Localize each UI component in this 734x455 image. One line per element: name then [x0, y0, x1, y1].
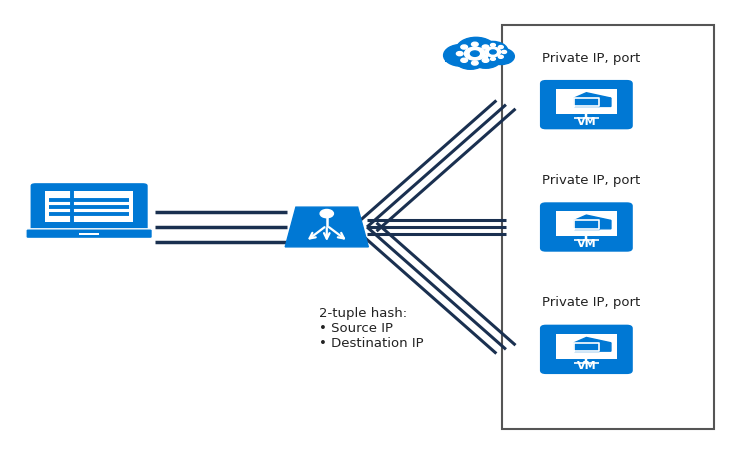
FancyBboxPatch shape	[29, 183, 149, 234]
FancyBboxPatch shape	[556, 334, 617, 359]
Circle shape	[320, 210, 333, 218]
Circle shape	[479, 51, 484, 54]
FancyBboxPatch shape	[445, 56, 505, 63]
FancyBboxPatch shape	[26, 229, 153, 239]
Circle shape	[461, 59, 468, 63]
Circle shape	[498, 56, 504, 59]
Text: Private IP, port: Private IP, port	[542, 296, 641, 308]
Polygon shape	[574, 338, 611, 349]
Polygon shape	[574, 99, 599, 107]
Circle shape	[498, 46, 504, 50]
Circle shape	[470, 50, 501, 69]
Text: Private IP, port: Private IP, port	[542, 173, 641, 187]
Polygon shape	[574, 216, 611, 226]
Circle shape	[443, 46, 479, 67]
Circle shape	[483, 56, 487, 59]
Circle shape	[477, 42, 508, 61]
Text: Private IP, port: Private IP, port	[542, 51, 641, 65]
Circle shape	[490, 58, 495, 61]
Polygon shape	[574, 221, 599, 229]
Circle shape	[482, 59, 489, 63]
FancyBboxPatch shape	[502, 26, 714, 429]
Circle shape	[490, 45, 495, 47]
FancyBboxPatch shape	[540, 325, 633, 374]
Circle shape	[457, 38, 495, 63]
Circle shape	[483, 46, 487, 50]
Polygon shape	[599, 221, 611, 229]
FancyBboxPatch shape	[45, 192, 133, 222]
Text: VM: VM	[576, 238, 596, 248]
FancyBboxPatch shape	[556, 90, 617, 115]
Polygon shape	[574, 343, 599, 351]
Circle shape	[490, 51, 496, 55]
Polygon shape	[599, 99, 611, 107]
Circle shape	[455, 51, 486, 70]
Circle shape	[461, 46, 468, 50]
Text: 2-tuple hash:
• Source IP
• Destination IP: 2-tuple hash: • Source IP • Destination …	[319, 307, 424, 349]
Circle shape	[465, 48, 485, 61]
Text: VM: VM	[576, 360, 596, 370]
Circle shape	[501, 51, 506, 54]
Text: VM: VM	[576, 116, 596, 126]
FancyBboxPatch shape	[79, 233, 99, 236]
Circle shape	[485, 48, 501, 58]
Circle shape	[471, 43, 478, 47]
Circle shape	[482, 46, 489, 50]
Circle shape	[487, 52, 493, 56]
Circle shape	[471, 62, 478, 66]
Circle shape	[470, 52, 479, 57]
Circle shape	[457, 52, 463, 56]
Polygon shape	[286, 207, 368, 248]
FancyBboxPatch shape	[540, 81, 633, 130]
FancyBboxPatch shape	[540, 203, 633, 252]
FancyBboxPatch shape	[556, 212, 617, 237]
Circle shape	[488, 49, 515, 66]
Polygon shape	[599, 343, 611, 351]
Polygon shape	[574, 94, 611, 104]
